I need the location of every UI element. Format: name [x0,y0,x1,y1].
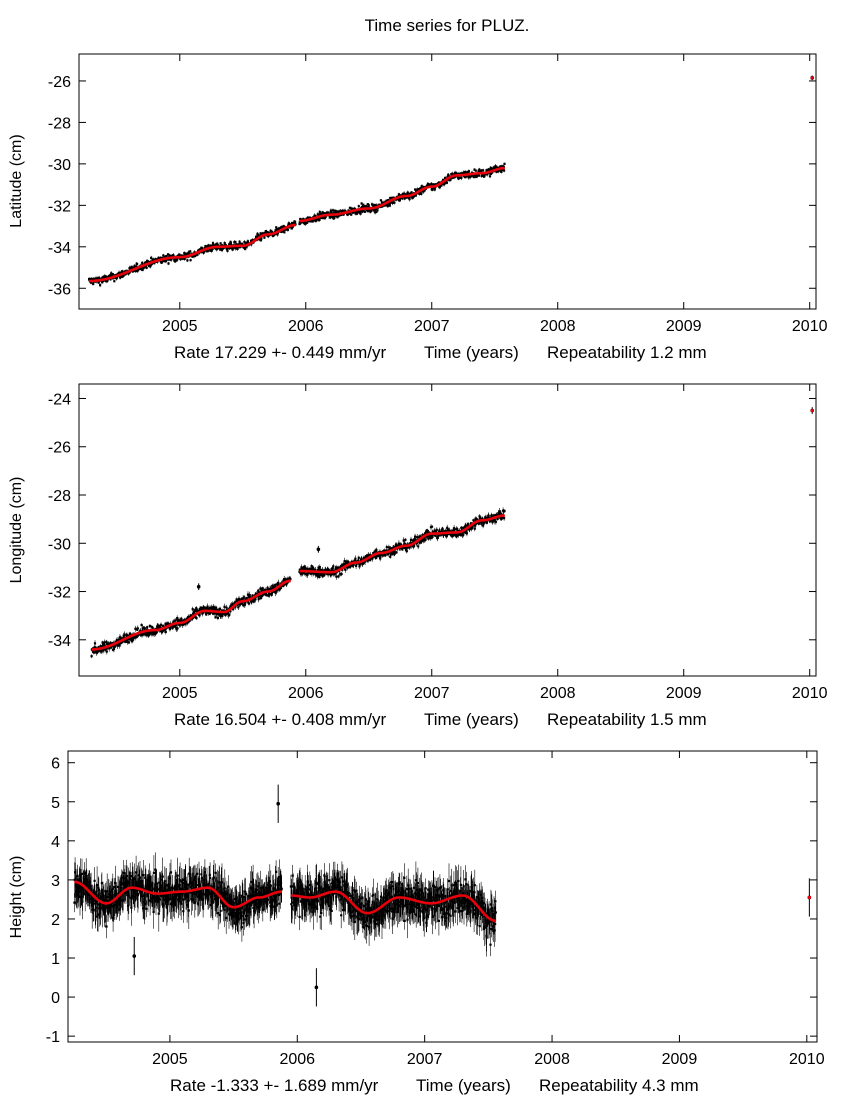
height-x-label: Time (years) [416,1076,511,1095]
longitude-x-tick-label: 2006 [288,685,324,702]
height-x-tick-label: 2010 [789,1051,825,1068]
latitude-x-tick-label: 2010 [792,318,828,335]
latitude-repeatability-label: Repeatability 1.2 mm [547,343,707,362]
longitude-panel: Longitude (cm) Rate 16.504 +- 0.408 mm/y… [8,383,828,729]
height-y-tick-label: 3 [51,873,60,890]
longitude-y-tick-label: -34 [48,633,71,650]
latitude-x-tick-label: 2005 [162,318,198,335]
latitude-y-label: Latitude (cm) [8,134,25,227]
longitude-model-point [810,409,814,413]
longitude-rate-label: Rate 16.504 +- 0.408 mm/yr [174,710,386,729]
latitude-x-label: Time (years) [424,343,519,362]
longitude-y-tick-label: -30 [48,536,71,553]
longitude-x-tick-label: 2010 [792,685,828,702]
latitude-x-tick-label: 2007 [414,318,450,335]
longitude-outlier-point [196,584,201,589]
height-model-point [807,895,811,899]
longitude-data-points [90,507,506,659]
latitude-x-tick-label: 2008 [540,318,576,335]
longitude-x-tick-label: 2008 [540,685,576,702]
longitude-x-tick-label: 2007 [414,685,450,702]
height-repeatability-label: Repeatability 4.3 mm [539,1076,699,1095]
height-data-points [73,852,497,957]
latitude-x-tick-label: 2009 [666,318,702,335]
height-data-markers [73,868,497,946]
latitude-y-tick-label: -36 [48,281,71,298]
latitude-y-tick-label: -34 [48,240,71,257]
height-plot-frame [67,750,818,1043]
latitude-y-tick-label: -26 [48,74,71,91]
latitude-plot-frame [78,53,817,310]
longitude-repeatability-label: Repeatability 1.5 mm [547,710,707,729]
figure-title: Time series for PLUZ. [365,16,530,35]
height-y-tick-label: 2 [51,912,60,929]
height-panel: Height (cm) Rate -1.333 +- 1.689 mm/yr T… [8,750,825,1095]
latitude-y-tick-label: -32 [48,198,71,215]
height-x-tick-label: 2008 [534,1051,570,1068]
latitude-model-fit-0 [89,223,296,283]
height-x-tick-label: 2005 [152,1051,188,1068]
height-y-tick-label: 4 [51,834,60,851]
height-rate-label: Rate -1.333 +- 1.689 mm/yr [170,1076,379,1095]
latitude-model-fit-1 [299,166,505,223]
longitude-x-label: Time (years) [424,710,519,729]
longitude-x-tick-label: 2005 [162,685,198,702]
height-outlier-point [132,954,137,958]
longitude-y-tick-label: -26 [48,440,71,457]
longitude-x-tick-label: 2009 [666,685,702,702]
latitude-y-tick-label: -28 [48,115,71,132]
longitude-y-tick-label: -24 [48,391,71,408]
latitude-model-point [810,76,814,80]
height-y-tick-label: 5 [51,795,60,812]
longitude-y-label: Longitude (cm) [8,477,25,584]
height-outlier-point [314,985,319,990]
longitude-model-fit-0 [91,579,291,651]
height-y-tick-label: -1 [46,1029,60,1046]
longitude-y-tick-label: -28 [48,488,71,505]
height-y-label: Height (cm) [8,856,25,939]
longitude-plot-frame [78,383,817,677]
height-y-tick-label: 0 [51,990,60,1007]
latitude-x-tick-label: 2006 [288,318,324,335]
height-outlier-point [276,801,280,806]
latitude-rate-label: Rate 17.229 +- 0.449 mm/yr [174,343,386,362]
height-x-tick-label: 2006 [279,1051,315,1068]
height-x-tick-label: 2007 [407,1051,443,1068]
longitude-outlier-point [316,547,321,552]
longitude-y-tick-label: -32 [48,585,71,602]
latitude-y-tick-label: -30 [48,157,71,174]
latitude-panel: Latitude (cm) Rate 17.229 +- 0.449 mm/yr… [8,53,828,362]
height-x-tick-label: 2009 [662,1051,698,1068]
longitude-model-fit-1 [299,514,505,574]
height-model-fit-0 [74,880,283,909]
height-model-fit-1 [290,890,497,923]
height-y-tick-label: 6 [51,756,60,773]
height-y-tick-label: 1 [51,951,60,968]
